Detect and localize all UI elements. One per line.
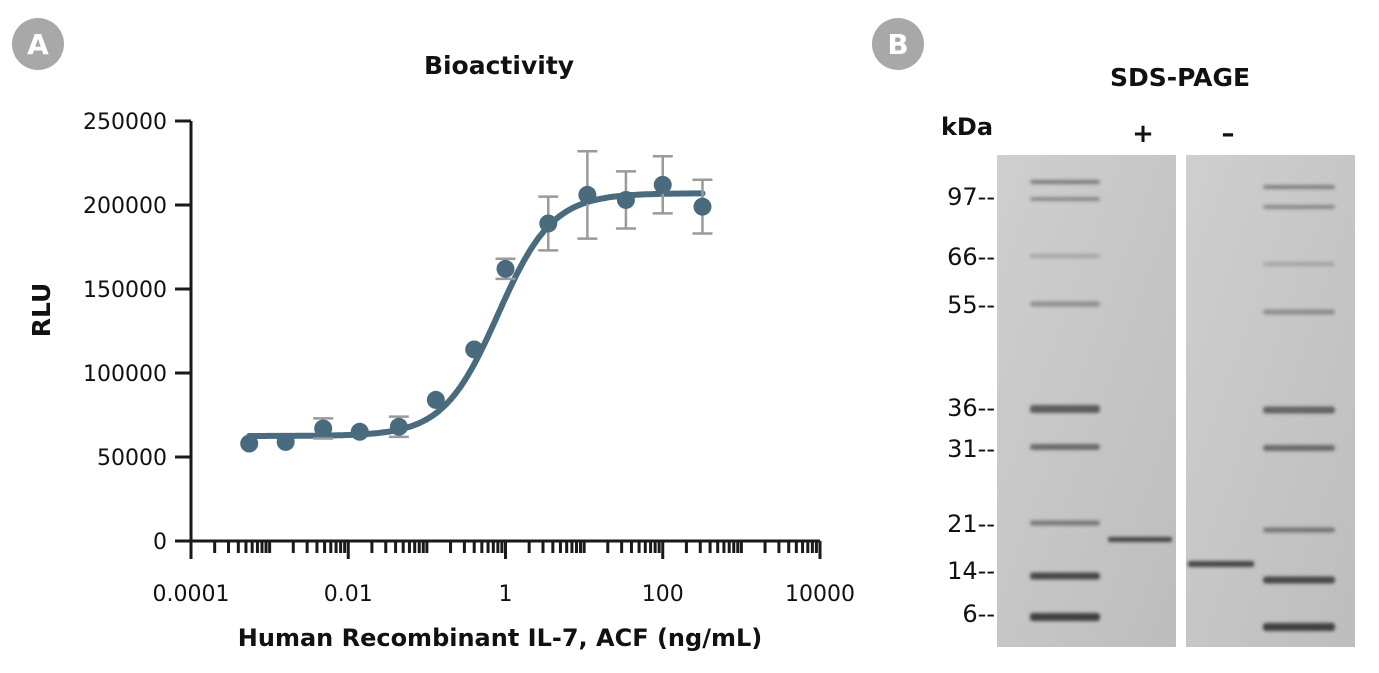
ladder-band-right [1263,262,1335,266]
data-point [426,390,445,409]
x-axis-label: Human Recombinant IL-7, ACF (ng/mL) [238,624,762,652]
marker-label: 66-- [947,243,995,271]
panel-b-badge: B [872,18,924,70]
marker-label: 97-- [947,183,995,211]
gel-left-piece [997,155,1176,647]
ladder-band-right [1263,445,1335,451]
data-point [616,190,635,209]
x-tick-label: 1 [499,582,513,607]
y-tick-label: 250000 [83,110,167,135]
y-tick-label: 200000 [83,194,167,219]
gel-title: SDS-PAGE [1110,63,1250,92]
x-tick-label: 10000 [785,582,855,607]
kda-label: kDa [941,113,993,141]
ladder-band-left [1030,444,1100,450]
sample-band-reduced [1108,537,1172,542]
x-tick-label: 0.01 [324,582,373,607]
data-point [276,432,295,451]
data-point [350,422,369,441]
ladder-band-left [1030,301,1100,307]
y-tick-label: 100000 [83,362,167,387]
ladder-band-right [1263,205,1335,209]
ladder-band-right [1263,576,1335,584]
ladder-band-left [1030,254,1100,258]
marker-label: 6-- [962,600,995,628]
lane-label-plus: + [1132,119,1154,149]
data-point [389,417,408,436]
data-point [653,175,672,194]
x-tick-label: 0.0001 [153,582,230,607]
marker-label: 14-- [947,557,995,585]
ladder-band-left [1030,572,1100,580]
data-point [539,214,558,233]
y-tick-label: 50000 [97,446,167,471]
data-point [693,197,712,216]
lane-label-minus: – [1222,119,1235,149]
bioactivity-chart: Bioactivity RLU Human Recombinant IL-7, … [27,51,855,652]
marker-label: 21-- [947,510,995,538]
data-point [314,419,333,438]
ladder-band-left [1030,180,1100,184]
ladder-band-left [1030,613,1100,621]
fit-curve [246,190,706,439]
ladder-band-right [1263,406,1335,414]
ladder-band-right [1263,309,1335,315]
panel-a-badge: A [12,18,64,70]
ladder-band-left [1030,520,1100,526]
marker-label: 55-- [947,291,995,319]
data-point [578,185,597,204]
marker-label: 31-- [947,435,995,463]
ladder-band-right [1263,185,1335,189]
ladder-band-left [1030,405,1100,413]
marker-label: 36-- [947,394,995,422]
data-point [496,259,515,278]
gel-right-piece [1186,155,1355,647]
chart-title: Bioactivity [424,51,574,80]
data-point [465,340,484,359]
ladder-band-right [1263,623,1335,631]
ladder-band-right [1263,527,1335,533]
y-tick-label: 150000 [83,278,167,303]
x-tick-label: 100 [642,582,684,607]
y-tick-label: 0 [153,530,167,555]
y-axis-label: RLU [27,283,56,338]
ladder-band-left [1030,197,1100,201]
sample-band-nonreduced [1188,561,1254,567]
data-point [240,434,259,453]
